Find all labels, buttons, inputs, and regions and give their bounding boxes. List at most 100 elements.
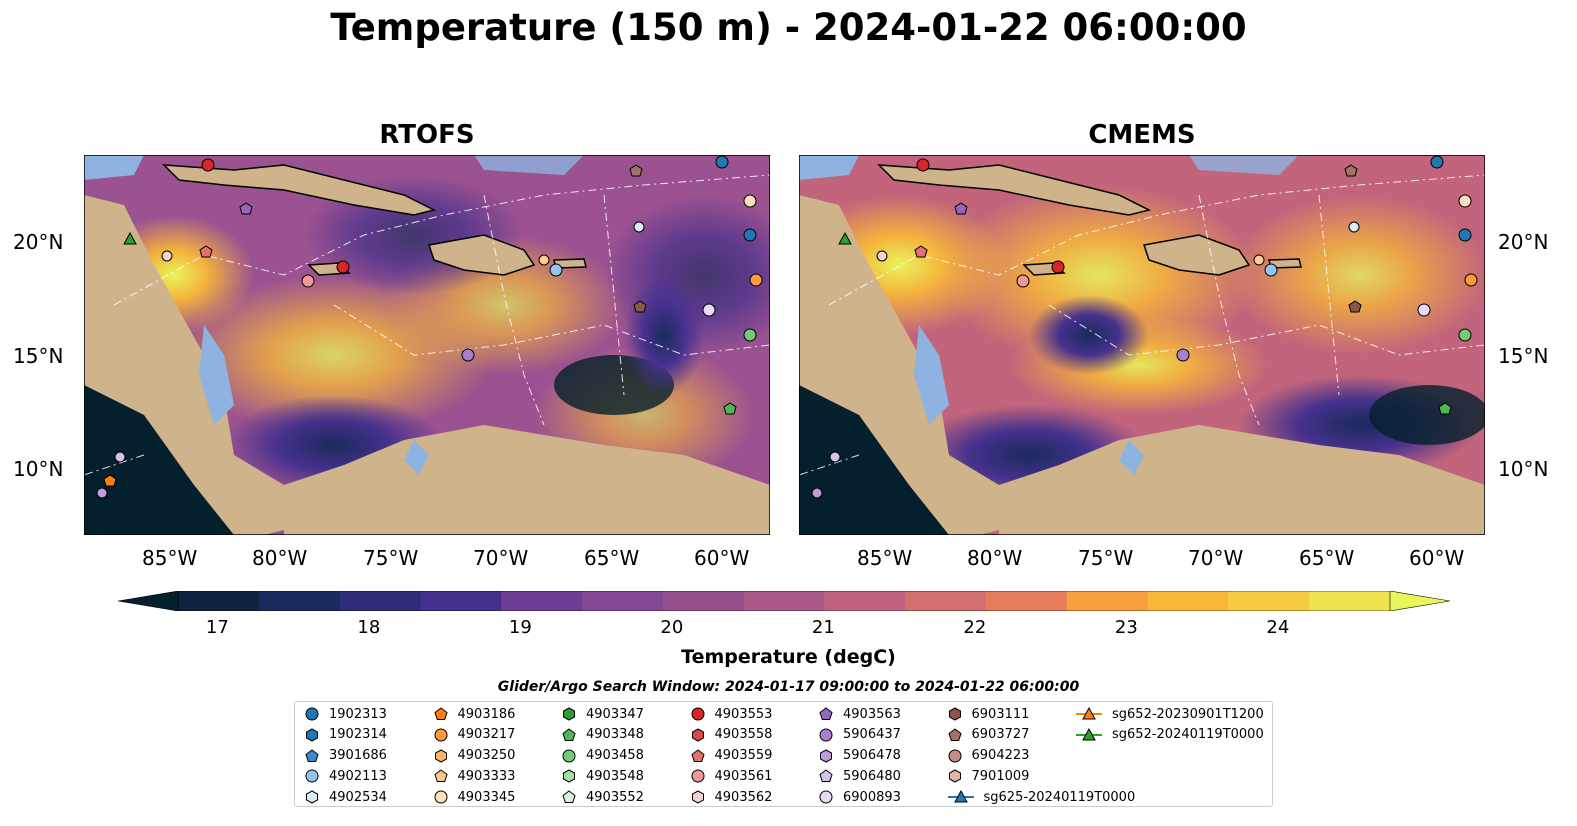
lon-tick-60-right: 60°W — [1409, 546, 1465, 570]
colorbar-bin — [582, 591, 664, 611]
colorbar-bin — [905, 591, 987, 611]
legend-label: 3901686 — [329, 748, 387, 764]
legend-marker-icon — [563, 769, 575, 783]
legend-label: 4903217 — [457, 727, 516, 743]
colorbar-bin — [1066, 591, 1149, 611]
legend: 1902313 1902314 3901686 4902113 4902534 49031… — [294, 701, 1273, 807]
colorbar-bin — [743, 591, 825, 611]
rtofs-map — [84, 155, 770, 535]
colorbar-extend-low — [118, 591, 179, 611]
legend-item: 5906478 — [819, 746, 901, 766]
legend-label: 4902113 — [329, 768, 387, 784]
colorbar-tick-label: 19 — [508, 617, 532, 638]
legend-marker-icon — [562, 749, 576, 763]
panel-title-rtofs: RTOFS — [379, 120, 475, 150]
legend-marker-icon — [305, 707, 319, 721]
legend-marker-icon — [820, 749, 832, 763]
legend-marker-icon — [1076, 707, 1102, 720]
colorbar-tick-label: 21 — [811, 617, 835, 638]
legend-label: 6903727 — [971, 727, 1030, 743]
legend-label: 4903559 — [714, 748, 773, 764]
legend-label: sg652-20240119T0000 — [1112, 727, 1264, 743]
colorbar-extend-high — [1389, 591, 1450, 611]
legend-item: 4903217 — [434, 725, 516, 745]
legend-marker-icon — [1076, 727, 1102, 741]
legend-item: 4902534 — [305, 787, 387, 807]
lon-tick-80-right: 80°W — [967, 546, 1023, 570]
legend-item: 7901009 — [948, 766, 1030, 786]
legend-marker-icon — [306, 790, 318, 804]
legend-item: 5906480 — [819, 766, 901, 786]
legend-marker-icon — [434, 728, 447, 742]
legend-item: sg625-20240119T0000 — [947, 787, 1136, 807]
legend-marker-icon — [691, 728, 704, 742]
legend-item: 4903561 — [691, 766, 772, 786]
legend-marker-icon — [691, 707, 704, 721]
colorbar-bin — [824, 591, 906, 611]
legend-label: 6903111 — [971, 706, 1030, 722]
legend-marker-icon — [691, 790, 704, 804]
legend-label: 1902313 — [329, 706, 387, 722]
legend-marker-icon — [819, 728, 833, 742]
colorbar-bin — [339, 591, 421, 611]
legend-marker-icon — [819, 707, 833, 720]
legend-item: 4903347 — [562, 704, 644, 724]
panel-title-cmems: CMEMS — [1088, 120, 1196, 150]
legend-marker-icon — [947, 728, 962, 741]
figure-title: Temperature (150 m) - 2024-01-22 06:00:0… — [330, 6, 1247, 49]
legend-item: sg652-20240119T0000 — [1076, 725, 1264, 745]
colorbar — [118, 591, 1450, 611]
lat-tick-15-left: 15°N — [13, 344, 64, 368]
legend-marker-icon — [948, 707, 961, 721]
lat-tick-15-right: 15°N — [1498, 344, 1549, 368]
lon-tick-85-right: 85°W — [857, 546, 913, 570]
legend-item: 4903558 — [691, 725, 772, 745]
lat-tick-10-right: 10°N — [1498, 457, 1549, 481]
legend-label: 5906478 — [843, 748, 901, 764]
legend-item: 6900893 — [819, 787, 901, 807]
legend-label: 4903348 — [586, 727, 644, 743]
legend-label: 4903333 — [457, 768, 516, 784]
legend-marker-icon — [562, 790, 576, 804]
legend-item: 4903562 — [691, 787, 773, 807]
legend-item: 1902314 — [305, 725, 387, 745]
colorbar-bin — [178, 591, 260, 611]
legend-label: 4903186 — [457, 706, 516, 722]
colorbar-bin — [662, 591, 745, 611]
legend-label: 4903250 — [457, 748, 516, 764]
legend-item: 6903111 — [948, 704, 1030, 724]
legend-label: 4902534 — [329, 789, 387, 805]
legend-item: 4903186 — [433, 704, 516, 724]
legend-marker-icon — [434, 790, 447, 804]
legend-item: 4903552 — [562, 787, 644, 807]
lon-tick-65-right: 65°W — [1299, 546, 1355, 570]
legend-item: 1902313 — [305, 704, 387, 724]
legend-item: 4903333 — [433, 766, 516, 786]
legend-label: 4903562 — [714, 789, 773, 805]
cmems-map — [799, 155, 1485, 535]
legend-item: 4903559 — [690, 746, 773, 766]
colorbar-label: Temperature (degC) — [681, 646, 896, 668]
lon-tick-70-right: 70°W — [1188, 546, 1244, 570]
legend-label: 7901009 — [971, 768, 1030, 784]
lat-tick-10-left: 10°N — [13, 457, 64, 481]
legend-item: 4903458 — [562, 746, 644, 766]
legend-marker-icon — [434, 749, 447, 763]
colorbar-bin — [258, 591, 341, 611]
legend-item: 4903548 — [562, 766, 644, 786]
colorbar-tick-label: 22 — [963, 617, 987, 638]
legend-marker-icon — [562, 728, 576, 741]
lon-tick-65-left: 65°W — [584, 546, 640, 570]
legend-label: 5906437 — [843, 727, 901, 743]
legend-marker-icon — [306, 728, 318, 742]
legend-label: 5906480 — [843, 768, 901, 784]
legend-item: 4903553 — [691, 704, 772, 724]
lon-tick-80-left: 80°W — [252, 546, 308, 570]
legend-label: sg625-20240119T0000 — [983, 789, 1136, 805]
legend-item: 5906437 — [819, 725, 901, 745]
lon-tick-75-left: 75°W — [363, 546, 419, 570]
legend-marker-icon — [948, 769, 961, 783]
legend-item: 4903563 — [819, 704, 901, 724]
colorbar-tick-label: 20 — [660, 617, 684, 638]
legend-marker-icon — [433, 769, 448, 783]
